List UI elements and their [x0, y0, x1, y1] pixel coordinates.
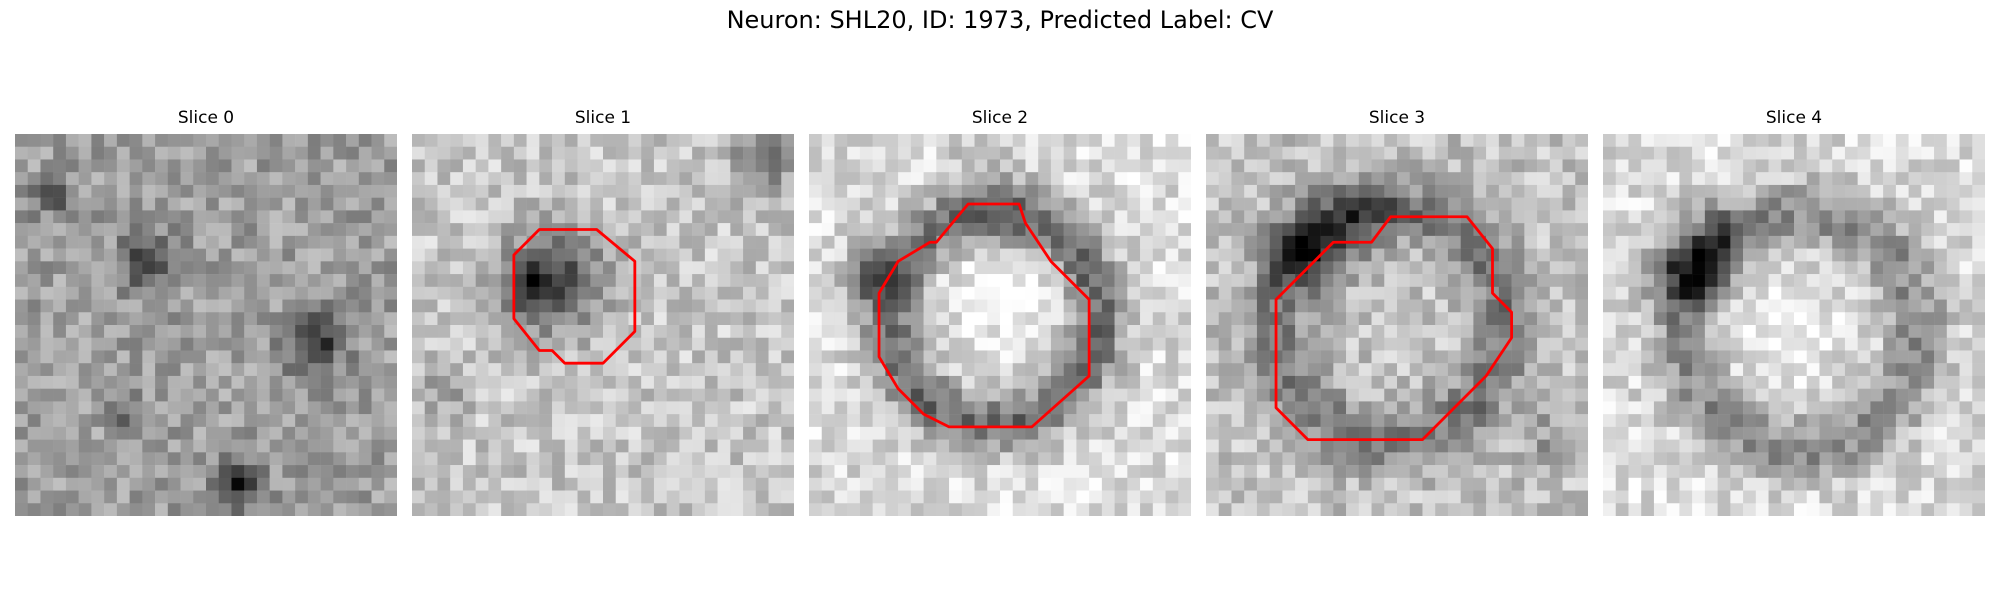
slice-image: [15, 134, 397, 516]
slice-title: Slice 2: [971, 108, 1029, 128]
slice-image-pixels: [15, 134, 397, 516]
slice-image-pixels: [412, 134, 794, 516]
slice-image: [1206, 134, 1588, 516]
slice-image-pixels: [1206, 134, 1588, 516]
slice-image-pixels: [809, 134, 1191, 516]
slice-panel-2: Slice 2: [809, 108, 1191, 520]
slice-panel-0: Slice 0: [15, 108, 397, 520]
slice-panel-3: Slice 3: [1206, 108, 1588, 520]
slice-title: Slice 1: [574, 108, 632, 128]
figure-title: Neuron: SHL20, ID: 1973, Predicted Label…: [726, 6, 1274, 34]
slice-title: Slice 0: [177, 108, 235, 128]
roi-contour: [877, 202, 1091, 429]
roi-contour: [1274, 215, 1514, 442]
slice-image: [412, 134, 794, 516]
slice-image: [809, 134, 1191, 516]
slice-panel-1: Slice 1: [412, 108, 794, 520]
slice-image-pixels: [1603, 134, 1985, 516]
roi-contour: [512, 228, 637, 365]
slice-title: Slice 3: [1368, 108, 1426, 128]
slice-panel-4: Slice 4: [1603, 108, 1985, 520]
slice-image: [1603, 134, 1985, 516]
slice-title: Slice 4: [1765, 108, 1823, 128]
